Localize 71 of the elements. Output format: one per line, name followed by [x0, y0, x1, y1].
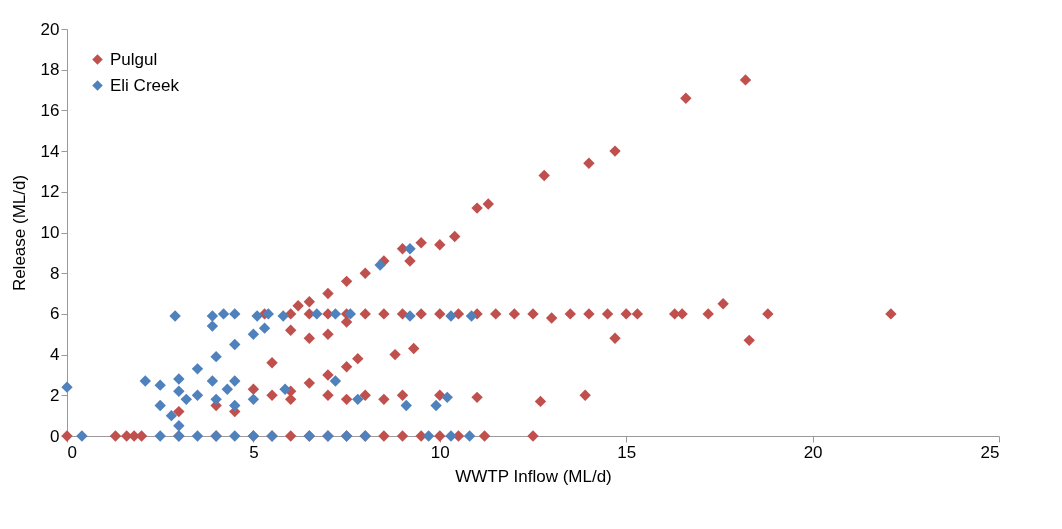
point — [206, 320, 219, 332]
point — [229, 375, 241, 387]
point — [430, 399, 442, 412]
point — [329, 375, 342, 387]
point — [221, 383, 234, 395]
y-tick-label: 16 — [40, 100, 60, 120]
point — [229, 338, 241, 351]
point — [404, 243, 416, 255]
point — [262, 308, 275, 320]
point — [191, 363, 204, 375]
point — [210, 350, 222, 363]
point — [229, 308, 241, 320]
point — [279, 383, 291, 395]
point — [463, 430, 476, 442]
point — [329, 308, 342, 320]
point — [441, 391, 453, 404]
point — [277, 310, 289, 322]
x-tick-label: 10 — [430, 442, 450, 462]
x-axis-title: WWTP Inflow (ML/d) — [455, 466, 612, 486]
point — [191, 430, 204, 442]
point — [251, 310, 263, 322]
x-tick-label: 5 — [249, 442, 259, 462]
y-axis-title: Release (ML/d) — [9, 174, 29, 292]
point — [404, 310, 416, 322]
y-tick-label: 8 — [50, 263, 60, 283]
point — [206, 310, 219, 322]
point — [165, 409, 178, 422]
y-tick-label: 12 — [40, 182, 60, 202]
point — [229, 399, 241, 412]
legend-label: Pulgul — [110, 49, 158, 69]
point — [154, 399, 166, 412]
point — [173, 373, 185, 385]
point — [210, 393, 222, 406]
point — [445, 430, 457, 442]
point — [191, 389, 204, 401]
point — [139, 375, 151, 387]
point — [445, 310, 457, 322]
point — [173, 420, 185, 432]
x-tick-label: 25 — [980, 442, 1000, 462]
point — [206, 375, 219, 387]
point — [229, 430, 241, 442]
point — [180, 393, 192, 406]
y-tick-label: 20 — [40, 19, 60, 39]
point — [247, 328, 260, 340]
x-tick-label: 15 — [617, 442, 637, 462]
y-tick-label: 0 — [50, 426, 60, 446]
point — [374, 259, 386, 271]
point — [154, 430, 166, 442]
point — [344, 308, 357, 320]
legend-label: Eli Creek — [110, 75, 180, 95]
point — [247, 393, 260, 406]
point — [400, 399, 412, 412]
point — [61, 381, 73, 393]
y-tick-label: 2 — [50, 385, 60, 405]
x-tick-label: 0 — [67, 442, 77, 462]
point — [173, 385, 185, 397]
point — [154, 379, 166, 391]
point — [76, 430, 88, 442]
y-tick-label: 6 — [50, 304, 60, 324]
y-tick-label: 10 — [40, 223, 60, 242]
point — [311, 308, 323, 320]
x-tick-label: 20 — [803, 442, 823, 462]
point — [352, 393, 364, 406]
point — [465, 310, 478, 322]
point — [258, 322, 271, 334]
y-tick-label: 18 — [40, 60, 60, 80]
point — [217, 308, 230, 320]
y-tick-label: 4 — [50, 345, 60, 365]
point — [422, 430, 435, 442]
point — [169, 310, 181, 322]
y-tick-label: 14 — [40, 141, 60, 161]
